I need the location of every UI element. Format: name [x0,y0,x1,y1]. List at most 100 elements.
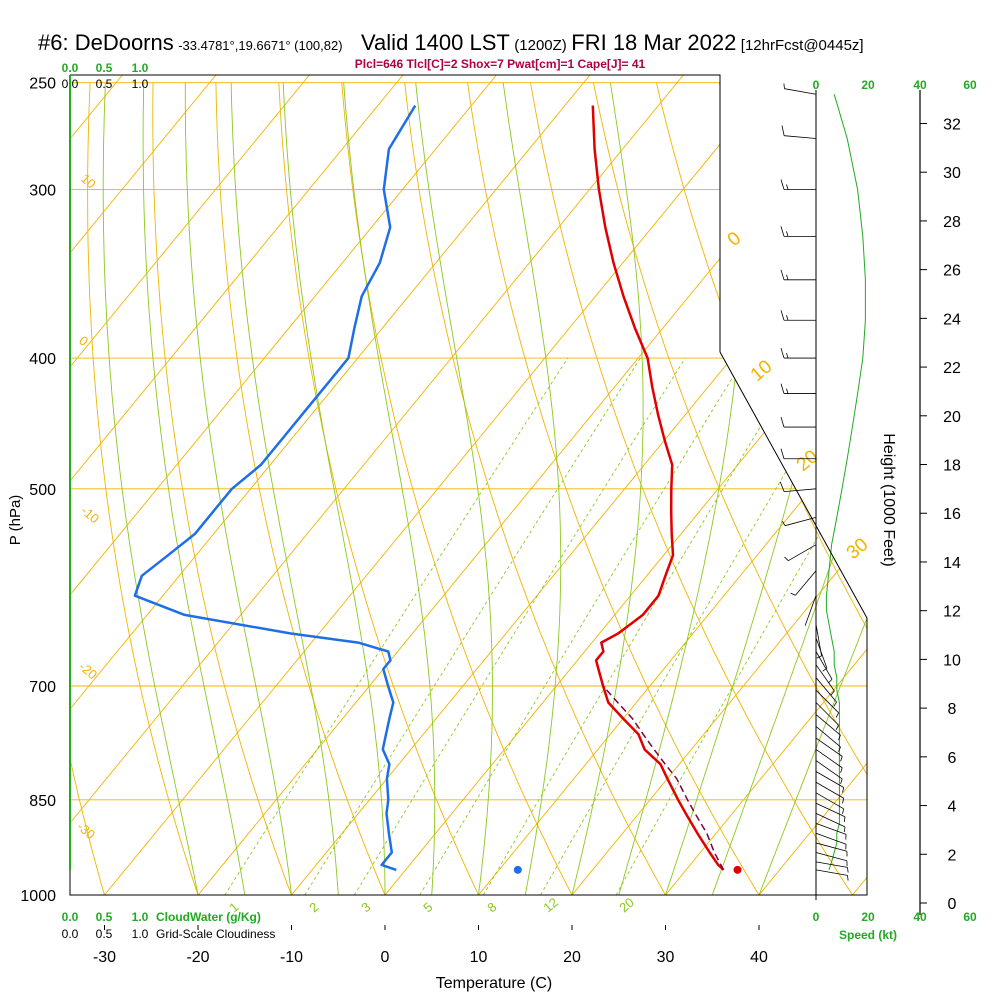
mixing-ratio-label: 5 [420,899,435,915]
speed-axis-bottom-label: 60 [963,910,977,924]
mixing-ratio-label: 12 [540,895,561,916]
wind-barb [815,664,835,696]
pressure-tick-label: 300 [29,182,56,199]
wind-barb-shaft [815,771,844,788]
wind-barb [781,125,817,139]
wind-barb [815,737,843,762]
dry-adiabat-line [530,82,853,895]
wind-barb-half-flag [847,875,849,881]
isotherm-label: -20 [76,659,100,683]
wind-barb [804,595,817,626]
height-tick-label: 20 [943,409,961,426]
wind-barb [815,677,837,707]
wind-barb-shaft [815,664,835,692]
height-tick-label: 6 [948,750,957,767]
wind-barb-shaft [815,737,843,757]
mixing-ratio-line [224,357,569,895]
wind-barb-flag [780,226,785,237]
wind-barb [815,771,845,793]
wind-barb-shaft [815,702,839,726]
valid-zulu: (1200Z) [514,37,567,54]
moist-adiabat-line [184,82,292,895]
wind-barb [815,869,849,881]
wind-barb-shaft [815,714,841,736]
wind-barb-half-flag [828,678,833,684]
mixing-ratio-label: 3 [358,899,373,915]
cloud-axis-bottom-label: CloudWater (g/Kg) [156,910,261,924]
wind-barb [780,226,816,237]
height-axis-title: Height (1000 Feet) [880,433,897,566]
isotherm-line [0,75,29,895]
temperature-profile [591,105,725,871]
mixing-ratio-label: 8 [484,899,499,915]
isotherm-line [70,75,310,895]
wind-barb [782,517,817,527]
wind-barb-shaft [784,517,817,527]
isotherm-line [70,75,404,895]
chart-header: #6: DeDoorns -33.4781°,19.6671° (100,82)… [38,30,864,56]
stability-indices: Plcl=646 Tlcl[C]=2 Shox=7 Pwat[cm]=1 Cap… [354,57,646,71]
wind-barb-half-flag [847,867,849,873]
wind-barb-half-flag [782,521,786,526]
isotherm-line [197,75,867,895]
wind-barb-half-flag [786,315,789,321]
speed-axis-bottom-label: 20 [861,910,875,924]
dewpoint-profile [133,104,417,872]
isotherm-label: 0 [724,228,746,251]
dry-adiabat-line [70,82,105,895]
surface-dewpoint-point [513,865,522,874]
wind-barb-shaft [815,823,847,835]
x-tick-label: 20 [563,949,581,966]
wind-barb-shaft [784,488,817,493]
cloud-axis-bottom-label: 1.0 [132,910,149,924]
cloud-axis-top-label: 0.5 [96,77,113,91]
isotherm-label: 30 [843,534,873,564]
pressure-tick-label: 400 [29,351,56,368]
cloud-axis-bottom-label: 0.0 [62,910,79,924]
wind-barb [815,861,849,873]
dry-adiabat-line [844,82,867,895]
wind-barb-half-flag [842,787,845,793]
wind-barb-shaft [815,832,847,845]
mixing-ratio-label: 2 [306,899,321,915]
parcel-profile [602,685,725,871]
wind-barb-shaft [795,570,817,596]
pressure-tick-label: 1000 [20,888,56,905]
wind-barb-flag [780,383,785,394]
wind-barb-half-flag [784,556,789,561]
wind-barb-shaft [815,852,848,862]
wind-barb [815,651,833,684]
height-tick-label: 32 [943,116,961,133]
isotherm-line [70,75,497,895]
x-tick-label: -30 [93,949,116,966]
cloud-axis-top-label: 0.0 [62,61,79,75]
isotherm-label: -10 [78,503,102,527]
speed-axis-top-label: 40 [913,78,927,92]
mixing-ratio-line [304,357,641,895]
x-axis-title: Temperature (C) [436,975,552,992]
wind-barb [783,83,817,95]
wind-barb-flag [780,179,785,190]
wind-barb-flag [781,125,785,136]
speed-axis-top-label: 60 [963,78,977,92]
wind-barb-half-flag [840,778,843,785]
pressure-tick-label: 500 [29,482,56,499]
wind-barb [815,852,848,866]
wind-barb-shaft [815,842,848,852]
wind-barb [815,842,848,857]
isotherm-line [70,75,591,895]
dry-adiabat-line [971,83,1000,895]
wind-barb-shaft [815,726,841,748]
wind-barb [815,823,847,840]
speed-axis-bottom-label: 0 [813,910,820,924]
dry-adiabat-line [592,82,867,895]
isotherm-label: 10 [78,171,99,192]
wind-barb-shaft [815,869,848,876]
dry-adiabat-line [341,82,573,895]
wind-barb-flag [780,310,785,321]
wind-barb [780,448,816,460]
wind-barb [779,481,817,493]
height-tick-label: 14 [943,555,961,572]
wind-barb-half-flag [822,667,828,672]
wind-barb-shaft [815,749,843,769]
